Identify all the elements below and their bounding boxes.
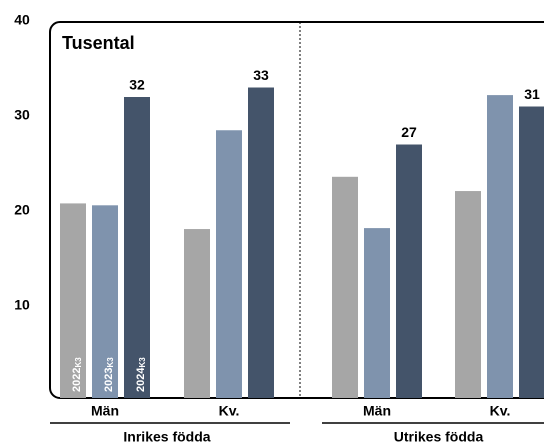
bar [124, 97, 150, 398]
legend-suffix: K3 [106, 357, 115, 368]
bar [216, 130, 242, 398]
group-label: Utrikes födda [394, 429, 484, 445]
bar [364, 228, 390, 398]
legend-name: 2024 [135, 367, 147, 392]
legend-suffix: K3 [138, 357, 147, 368]
bar [519, 106, 544, 398]
bar [455, 191, 481, 398]
y-tick-label: 20 [14, 202, 30, 218]
value-label: 31 [524, 86, 540, 102]
value-label: 32 [129, 77, 145, 93]
bar [396, 144, 422, 398]
bar [60, 203, 86, 398]
x-tick-label: Män [363, 403, 391, 419]
chart-title: Tusental [62, 33, 135, 53]
plot-frame [49, 21, 544, 399]
value-label: 27 [401, 124, 417, 140]
legend-name: 2023 [103, 368, 115, 392]
group-label: Inrikes födda [123, 429, 210, 445]
bar [332, 176, 358, 398]
y-tick-label: 30 [14, 107, 30, 123]
legend-name: 2022 [71, 368, 83, 392]
y-tick-label: 10 [14, 297, 30, 313]
y-tick-label: 40 [14, 12, 30, 28]
bar [248, 87, 274, 398]
x-tick-label: Kv. [490, 403, 511, 419]
bar [92, 205, 118, 398]
bar [184, 229, 210, 398]
x-tick-label: Män [91, 403, 119, 419]
bar [487, 95, 513, 398]
legend-suffix: K3 [74, 357, 83, 368]
x-tick-label: Kv. [219, 403, 240, 419]
legend-label: 2022K3 [71, 357, 83, 392]
legend-label: 2023K3 [103, 357, 115, 392]
legend-label: 2024K3 [135, 357, 147, 392]
value-label: 33 [253, 67, 269, 83]
